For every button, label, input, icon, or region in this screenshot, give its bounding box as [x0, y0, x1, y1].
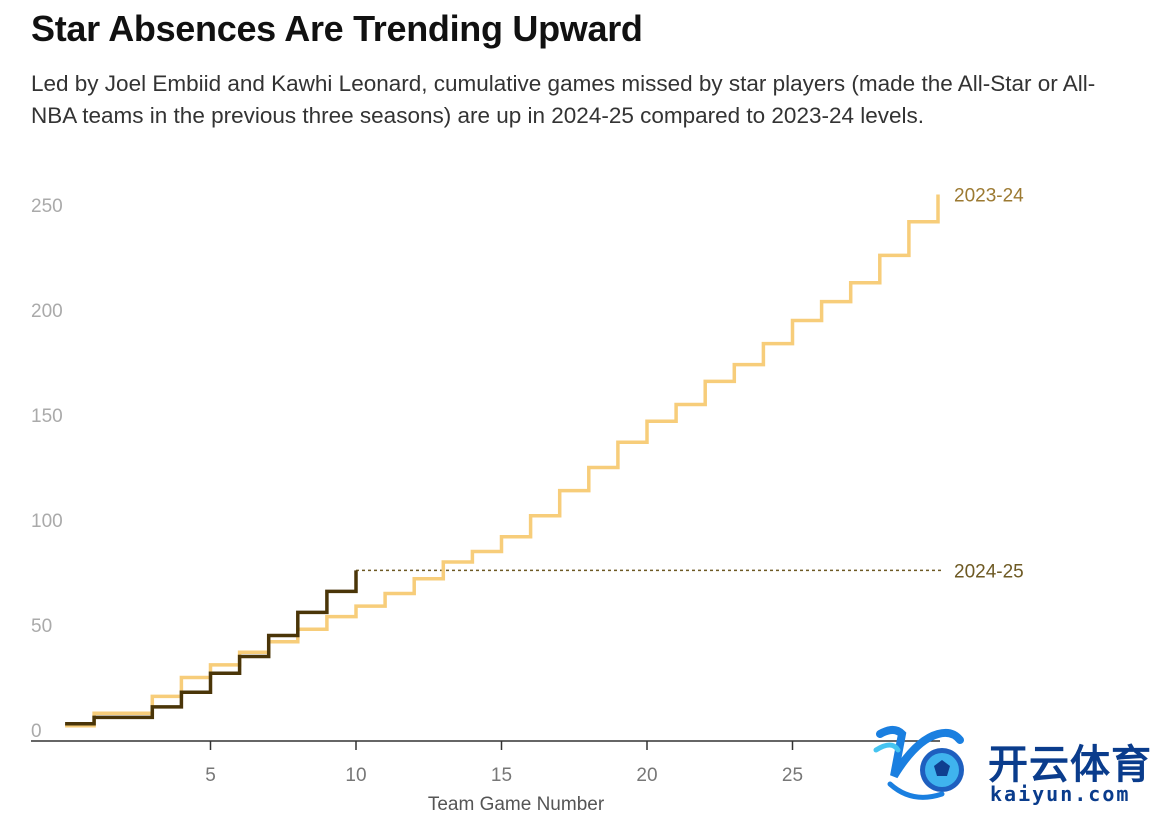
logo-chinese-text: 开云体育 — [988, 742, 1152, 788]
y-tick-label: 0 — [31, 721, 42, 742]
series-2024-25-line — [65, 570, 358, 726]
series-2023-24-label: 2023-24 — [954, 186, 1024, 207]
x-tick-label: 20 — [636, 765, 657, 786]
series-2024-25-label: 2024-25 — [954, 561, 1024, 582]
series-2023-24-line — [65, 194, 940, 728]
kaiyun-logo-mark-icon — [873, 726, 964, 800]
chart-subtitle: Led by Joel Embiid and Kawhi Leonard, cu… — [31, 71, 1096, 128]
x-tick-label: 15 — [491, 765, 512, 786]
logo-domain-text: kaiyun.com — [990, 782, 1131, 806]
x-tick-label: 5 — [205, 765, 216, 786]
y-tick-label: 100 — [31, 511, 63, 532]
y-tick-label: 250 — [31, 196, 63, 217]
kaiyun-logo: 开云体育 kaiyun.com — [872, 720, 1152, 810]
y-tick-label: 150 — [31, 406, 63, 427]
y-tick-label: 200 — [31, 301, 63, 322]
chart-title: Star Absences Are Trending Upward — [31, 8, 643, 49]
x-tick-label: 25 — [782, 765, 803, 786]
x-axis-label: Team Game Number — [428, 794, 605, 815]
x-tick-label: 10 — [345, 765, 366, 786]
y-tick-label: 50 — [31, 616, 52, 637]
